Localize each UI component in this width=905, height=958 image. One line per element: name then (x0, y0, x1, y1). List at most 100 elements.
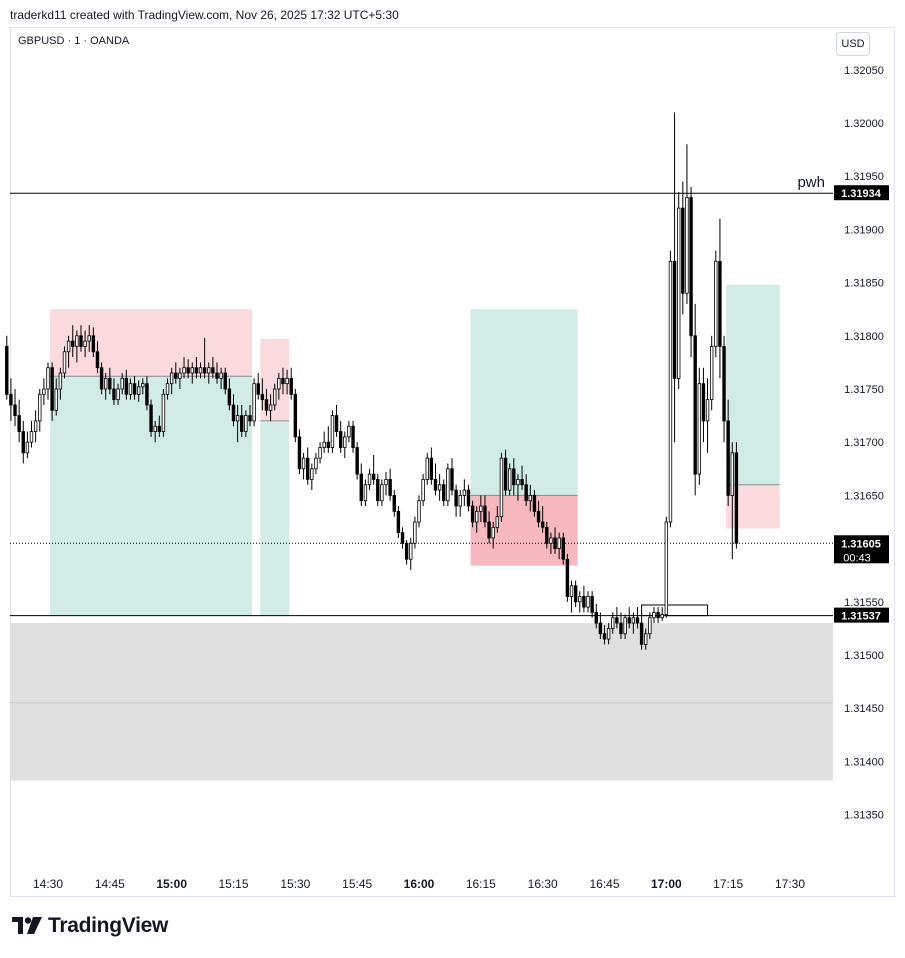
candle[interactable] (681, 181, 685, 315)
candle[interactable] (730, 442, 734, 560)
candle[interactable] (454, 484, 458, 517)
candle[interactable] (565, 553, 570, 602)
candle[interactable] (132, 376, 137, 400)
candle[interactable] (46, 362, 50, 400)
candle[interactable] (532, 490, 537, 517)
candle[interactable] (25, 431, 30, 459)
candle[interactable] (334, 404, 339, 437)
candle[interactable] (227, 378, 232, 411)
candle[interactable] (145, 376, 149, 411)
candle[interactable] (281, 367, 285, 395)
candle[interactable] (248, 404, 252, 427)
candle[interactable] (557, 532, 561, 560)
candle[interactable] (495, 506, 500, 533)
candle[interactable] (285, 369, 289, 395)
candle[interactable] (223, 367, 227, 395)
candle[interactable] (219, 367, 223, 389)
candle[interactable] (623, 614, 627, 640)
candle[interactable] (590, 591, 594, 618)
candle[interactable] (705, 378, 710, 453)
candle[interactable] (652, 607, 656, 624)
candle[interactable] (231, 394, 236, 427)
candle[interactable] (475, 506, 479, 533)
candle[interactable] (66, 335, 71, 368)
candle[interactable] (639, 612, 644, 650)
tradingview-footer[interactable]: TradingView (12, 914, 168, 938)
candle[interactable] (598, 612, 603, 640)
candle[interactable] (631, 612, 636, 634)
candle[interactable] (672, 112, 677, 443)
candle[interactable] (256, 373, 260, 400)
symbol-label[interactable]: GBPUSD · 1 · OANDA (18, 35, 130, 47)
candle[interactable] (91, 327, 96, 358)
candle[interactable] (512, 458, 516, 496)
candle[interactable] (462, 479, 467, 507)
candle[interactable] (198, 362, 203, 379)
candle[interactable] (685, 144, 689, 304)
consolidation-box[interactable] (641, 604, 709, 617)
candle[interactable] (326, 426, 331, 453)
candle[interactable] (392, 490, 396, 517)
candle[interactable] (343, 431, 347, 459)
candle[interactable] (99, 362, 104, 395)
candle[interactable] (277, 373, 281, 400)
candle[interactable] (355, 442, 359, 480)
candle[interactable] (174, 362, 178, 384)
candle[interactable] (404, 540, 409, 565)
candle[interactable] (726, 399, 730, 507)
candle[interactable] (297, 429, 302, 475)
candle[interactable] (367, 468, 372, 491)
candle[interactable] (429, 447, 434, 485)
candle[interactable] (433, 463, 438, 496)
candle[interactable] (141, 378, 145, 395)
candle[interactable] (75, 330, 79, 363)
candle[interactable] (483, 495, 487, 528)
candle[interactable] (594, 603, 598, 629)
candle[interactable] (664, 516, 669, 618)
candle[interactable] (466, 484, 471, 512)
candle[interactable] (520, 465, 524, 491)
candle[interactable] (182, 357, 186, 379)
candle[interactable] (338, 420, 343, 453)
candle[interactable] (697, 367, 702, 485)
candle[interactable] (165, 378, 170, 400)
candle[interactable] (21, 420, 25, 464)
candle[interactable] (314, 452, 318, 475)
candle[interactable] (458, 490, 462, 517)
candle[interactable] (318, 442, 322, 464)
candle[interactable] (169, 367, 174, 395)
candle[interactable] (190, 362, 194, 384)
candle[interactable] (627, 607, 631, 629)
candle[interactable] (536, 500, 541, 528)
currency-button[interactable]: USD (836, 32, 870, 56)
candle[interactable] (487, 511, 491, 544)
candle[interactable] (701, 367, 706, 443)
candle[interactable] (95, 341, 100, 374)
candle[interactable] (516, 474, 520, 501)
candle[interactable] (611, 612, 615, 634)
candle[interactable] (112, 378, 116, 405)
candle[interactable] (157, 415, 161, 437)
candle[interactable] (260, 378, 265, 411)
candle[interactable] (644, 628, 648, 650)
candle[interactable] (437, 474, 442, 501)
candle[interactable] (442, 479, 446, 507)
candle[interactable] (553, 527, 557, 554)
candle[interactable] (235, 404, 240, 443)
candle[interactable] (289, 367, 293, 400)
candle[interactable] (17, 399, 21, 443)
candle[interactable] (116, 383, 120, 405)
candle[interactable] (417, 495, 421, 528)
candle[interactable] (573, 580, 578, 608)
candle[interactable] (693, 303, 697, 496)
candle[interactable] (421, 474, 425, 507)
candle[interactable] (709, 335, 714, 411)
candle[interactable] (425, 452, 429, 485)
candle[interactable] (470, 500, 475, 528)
candle[interactable] (215, 362, 219, 384)
price-axis[interactable]: 1.32050 1.32000 1.31950 1.31900 1.31850 1.318… (844, 65, 884, 822)
candle[interactable] (301, 452, 306, 480)
candle[interactable] (660, 607, 664, 621)
candle[interactable] (207, 362, 211, 384)
